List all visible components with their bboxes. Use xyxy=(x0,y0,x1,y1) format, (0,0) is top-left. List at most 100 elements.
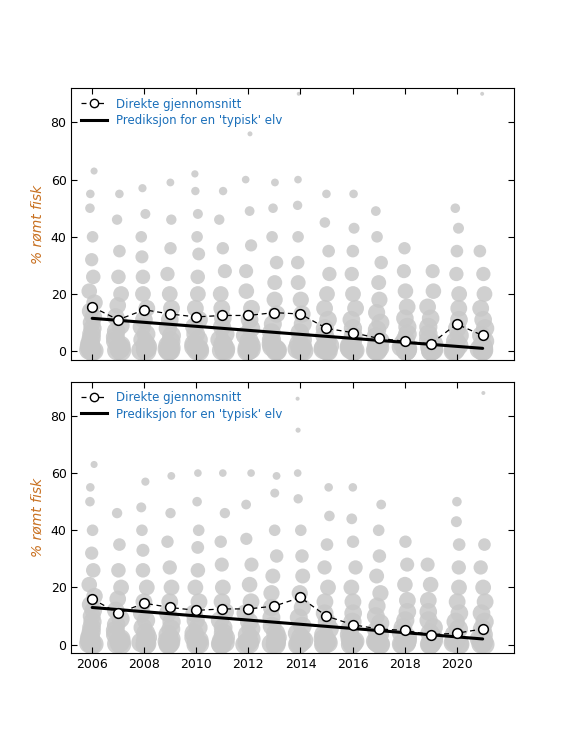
Point xyxy=(166,177,175,189)
Point xyxy=(296,344,305,356)
Point xyxy=(220,345,230,357)
Point xyxy=(86,342,95,354)
Point xyxy=(373,633,383,645)
Point xyxy=(138,251,147,263)
Point xyxy=(475,633,484,645)
Point xyxy=(372,340,381,352)
Point xyxy=(138,334,147,346)
Point xyxy=(320,562,329,573)
Point xyxy=(89,271,98,283)
Point xyxy=(400,242,409,254)
Point xyxy=(372,324,381,335)
Point xyxy=(166,633,175,645)
Point xyxy=(424,595,433,606)
Point xyxy=(319,633,328,645)
Point xyxy=(194,468,203,479)
Point xyxy=(455,581,464,593)
Point xyxy=(451,633,460,645)
Point xyxy=(272,308,282,320)
Point xyxy=(319,629,328,641)
Point xyxy=(298,602,307,614)
Point xyxy=(143,341,152,353)
Point xyxy=(428,265,437,277)
Point xyxy=(194,564,203,576)
Point xyxy=(190,338,199,350)
Point xyxy=(426,313,435,324)
Point xyxy=(476,562,485,573)
Point xyxy=(325,268,334,280)
Point xyxy=(454,302,463,314)
Point xyxy=(87,548,96,559)
Point xyxy=(90,590,99,602)
Point xyxy=(192,344,202,356)
Point xyxy=(345,342,354,354)
Point xyxy=(424,321,433,333)
Point xyxy=(246,633,255,645)
Point xyxy=(322,188,331,200)
Point xyxy=(373,344,383,355)
Point xyxy=(86,305,95,317)
Point xyxy=(165,314,174,326)
Point xyxy=(220,632,230,644)
Point xyxy=(85,633,94,645)
Point xyxy=(218,596,227,608)
Point xyxy=(376,587,385,599)
Point xyxy=(348,322,357,334)
Point xyxy=(319,342,328,354)
Point xyxy=(195,596,204,608)
Point xyxy=(247,596,256,608)
Point xyxy=(241,330,250,341)
Point xyxy=(116,581,126,593)
Point xyxy=(86,482,95,493)
Point xyxy=(293,424,303,436)
Point xyxy=(86,337,95,349)
Point xyxy=(142,345,151,357)
Point xyxy=(347,314,356,326)
Point xyxy=(293,628,302,639)
Point xyxy=(116,639,126,650)
Point xyxy=(403,328,412,340)
Point xyxy=(298,334,307,346)
Point xyxy=(454,623,463,635)
Point xyxy=(293,231,303,243)
Point xyxy=(403,634,412,646)
Point xyxy=(112,507,122,519)
Point xyxy=(138,182,147,194)
Point xyxy=(86,599,95,611)
Point xyxy=(478,636,488,647)
Point xyxy=(424,614,433,626)
Point xyxy=(450,342,459,354)
Point xyxy=(348,482,357,493)
Point xyxy=(425,628,435,639)
Point xyxy=(429,286,438,297)
Point xyxy=(478,629,488,641)
Point xyxy=(477,607,486,619)
Point xyxy=(116,342,125,354)
Point xyxy=(323,637,332,649)
Point xyxy=(371,636,380,647)
Point xyxy=(297,620,307,632)
Point xyxy=(245,578,254,590)
Point xyxy=(116,288,126,300)
Point xyxy=(320,217,329,228)
Point xyxy=(219,628,228,639)
Point xyxy=(141,338,150,350)
Point xyxy=(243,342,252,354)
Point xyxy=(167,330,176,341)
Point xyxy=(454,638,463,650)
Point xyxy=(166,507,175,519)
Point xyxy=(346,633,355,645)
Point xyxy=(477,88,486,100)
Point xyxy=(478,314,488,326)
Legend: Direkte gjennomsnitt, Prediksjon for en 'typisk' elv: Direkte gjennomsnitt, Prediksjon for en … xyxy=(77,94,286,131)
Point xyxy=(220,343,230,355)
Point xyxy=(320,607,329,619)
Point xyxy=(348,536,357,548)
Point xyxy=(193,542,202,553)
Point xyxy=(267,620,276,632)
Point xyxy=(89,345,98,357)
Point xyxy=(272,344,282,356)
Point xyxy=(244,344,253,356)
Point xyxy=(190,628,199,639)
Point xyxy=(401,637,411,649)
